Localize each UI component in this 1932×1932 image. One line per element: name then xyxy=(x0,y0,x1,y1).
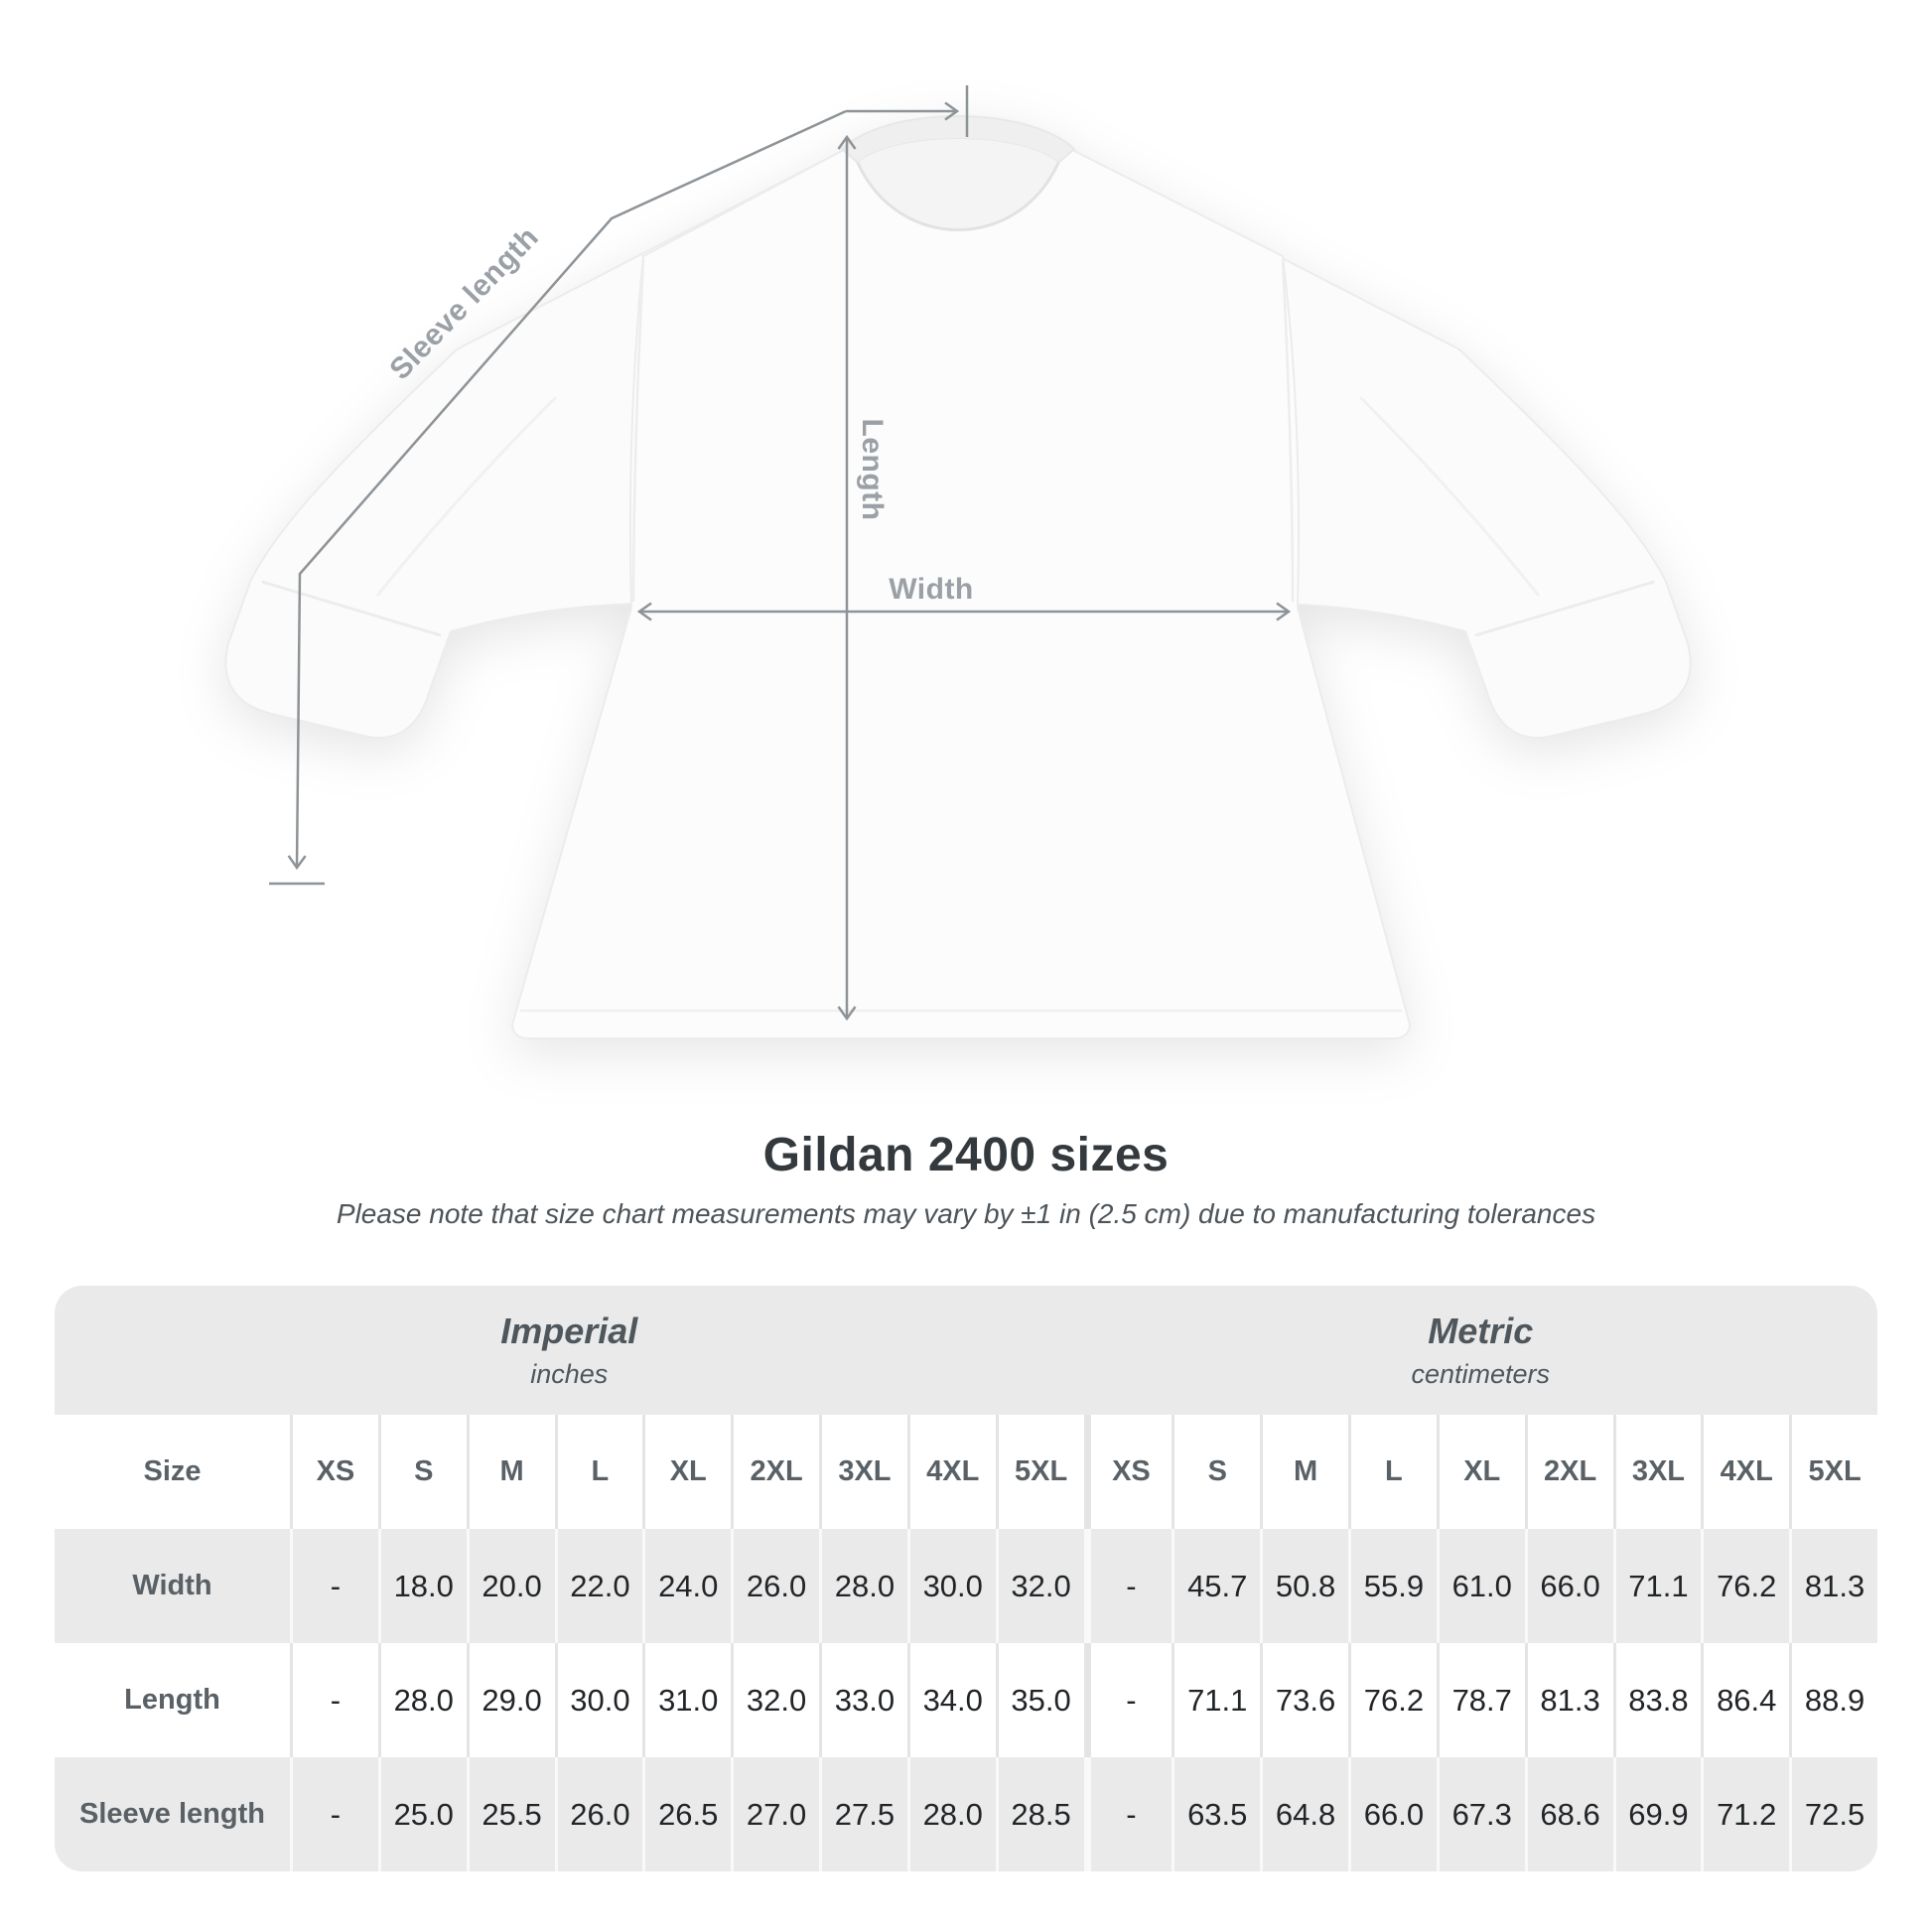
size-header-cell: 2XL xyxy=(1524,1415,1613,1529)
value-cell: 61.0 xyxy=(1436,1529,1525,1643)
value-cell: 28.0 xyxy=(819,1529,907,1643)
value-cell: 88.9 xyxy=(1789,1643,1877,1757)
unit-name: Imperial xyxy=(500,1311,638,1351)
size-header-cell: S xyxy=(377,1415,467,1529)
value-cell: 18.0 xyxy=(377,1529,467,1643)
value-cell: 24.0 xyxy=(642,1529,731,1643)
size-header-cell: 2XL xyxy=(731,1415,819,1529)
value-cell: 81.3 xyxy=(1524,1643,1613,1757)
size-header-cell: XS xyxy=(290,1415,378,1529)
value-cell: - xyxy=(1083,1529,1173,1643)
shirt-diagram: Sleeve length Length Width xyxy=(224,85,1692,1039)
size-header-cell: 3XL xyxy=(1612,1415,1702,1529)
value-cell: 72.5 xyxy=(1789,1757,1877,1871)
unit-name: Metric xyxy=(1428,1311,1534,1351)
value-cell: 35.0 xyxy=(995,1643,1084,1757)
unit-header-metric: Metric centimeters xyxy=(1084,1286,1878,1415)
length-label: Length xyxy=(856,418,889,521)
size-header-cell: M xyxy=(466,1415,555,1529)
size-header-cell: XL xyxy=(1436,1415,1525,1529)
value-cell: 50.8 xyxy=(1260,1529,1348,1643)
value-cell: 27.5 xyxy=(819,1757,907,1871)
size-header-cell: 5XL xyxy=(1789,1415,1877,1529)
size-header-cell: 4XL xyxy=(1701,1415,1789,1529)
value-cell: 64.8 xyxy=(1260,1757,1348,1871)
value-cell: 32.0 xyxy=(995,1529,1084,1643)
value-cell: 26.5 xyxy=(642,1757,731,1871)
value-cell: 45.7 xyxy=(1172,1529,1260,1643)
value-cell: 69.9 xyxy=(1612,1757,1702,1871)
long-sleeve-shirt-image xyxy=(224,115,1692,1039)
measurement-overlay xyxy=(269,85,1292,1022)
value-cell: 25.5 xyxy=(466,1757,555,1871)
table-row-length: Length - 28.0 29.0 30.0 31.0 32.0 33.0 3… xyxy=(55,1643,1877,1757)
size-header-row: Size XS S M L XL 2XL 3XL 4XL 5XL XS S M … xyxy=(55,1415,1877,1529)
width-label: Width xyxy=(889,573,974,606)
size-col-header: Size xyxy=(143,1455,202,1487)
unit-header-imperial: Imperial inches xyxy=(55,1286,1084,1415)
value-cell: 76.2 xyxy=(1701,1529,1789,1643)
value-cell: 22.0 xyxy=(554,1529,643,1643)
value-cell: 78.7 xyxy=(1436,1643,1525,1757)
value-cell: 86.4 xyxy=(1701,1643,1789,1757)
value-cell: 32.0 xyxy=(731,1643,819,1757)
value-cell: 66.0 xyxy=(1348,1757,1437,1871)
size-header-cell: XS xyxy=(1083,1415,1173,1529)
value-cell: 29.0 xyxy=(466,1643,555,1757)
size-header-cell: XL xyxy=(642,1415,731,1529)
table-row-width: Width - 18.0 20.0 22.0 24.0 26.0 28.0 30… xyxy=(55,1529,1877,1643)
size-header-cell: L xyxy=(554,1415,643,1529)
table-row-sleeve-length: Sleeve length - 25.0 25.5 26.0 26.5 27.0… xyxy=(55,1757,1877,1871)
value-cell: - xyxy=(1083,1757,1173,1871)
value-cell: 55.9 xyxy=(1348,1529,1437,1643)
size-header-cell: 4XL xyxy=(906,1415,996,1529)
row-label: Length xyxy=(124,1684,220,1716)
value-cell: 30.0 xyxy=(906,1529,996,1643)
size-header-cell: L xyxy=(1348,1415,1437,1529)
value-cell: 26.0 xyxy=(554,1757,643,1871)
value-cell: 71.1 xyxy=(1172,1643,1260,1757)
size-header-cell: 5XL xyxy=(995,1415,1084,1529)
value-cell: 25.0 xyxy=(377,1757,467,1871)
value-cell: 67.3 xyxy=(1436,1757,1525,1871)
value-cell: 28.5 xyxy=(995,1757,1084,1871)
unit-sub: centimeters xyxy=(1411,1359,1551,1389)
size-header-cell: 3XL xyxy=(819,1415,907,1529)
unit-header-band: Imperial inches Metric centimeters xyxy=(55,1286,1877,1415)
value-cell: 83.8 xyxy=(1612,1643,1702,1757)
value-cell: 73.6 xyxy=(1260,1643,1348,1757)
value-cell: 71.1 xyxy=(1612,1529,1702,1643)
value-cell: 63.5 xyxy=(1172,1757,1260,1871)
unit-sub: inches xyxy=(530,1359,609,1389)
value-cell: 30.0 xyxy=(554,1643,643,1757)
value-cell: 20.0 xyxy=(466,1529,555,1643)
value-cell: 71.2 xyxy=(1701,1757,1789,1871)
value-cell: 31.0 xyxy=(642,1643,731,1757)
value-cell: 76.2 xyxy=(1348,1643,1437,1757)
value-cell: - xyxy=(290,1529,378,1643)
value-cell: 81.3 xyxy=(1789,1529,1877,1643)
value-cell: 27.0 xyxy=(731,1757,819,1871)
value-cell: 26.0 xyxy=(731,1529,819,1643)
size-chart-note: Please note that size chart measurements… xyxy=(336,1198,1596,1229)
value-cell: - xyxy=(1083,1643,1173,1757)
value-cell: 68.6 xyxy=(1524,1757,1613,1871)
value-cell: 28.0 xyxy=(906,1757,996,1871)
size-header-cell: S xyxy=(1172,1415,1260,1529)
size-table: Imperial inches Metric centimeters Size … xyxy=(55,1286,1877,1871)
value-cell: 28.0 xyxy=(377,1643,467,1757)
size-header-cell: M xyxy=(1260,1415,1348,1529)
row-label: Sleeve length xyxy=(79,1798,265,1830)
value-cell: 34.0 xyxy=(906,1643,996,1757)
value-cell: - xyxy=(290,1757,378,1871)
value-cell: - xyxy=(290,1643,378,1757)
row-label: Width xyxy=(132,1570,212,1601)
value-cell: 66.0 xyxy=(1524,1529,1613,1643)
size-chart-title: Gildan 2400 sizes xyxy=(762,1129,1170,1181)
value-cell: 33.0 xyxy=(819,1643,907,1757)
